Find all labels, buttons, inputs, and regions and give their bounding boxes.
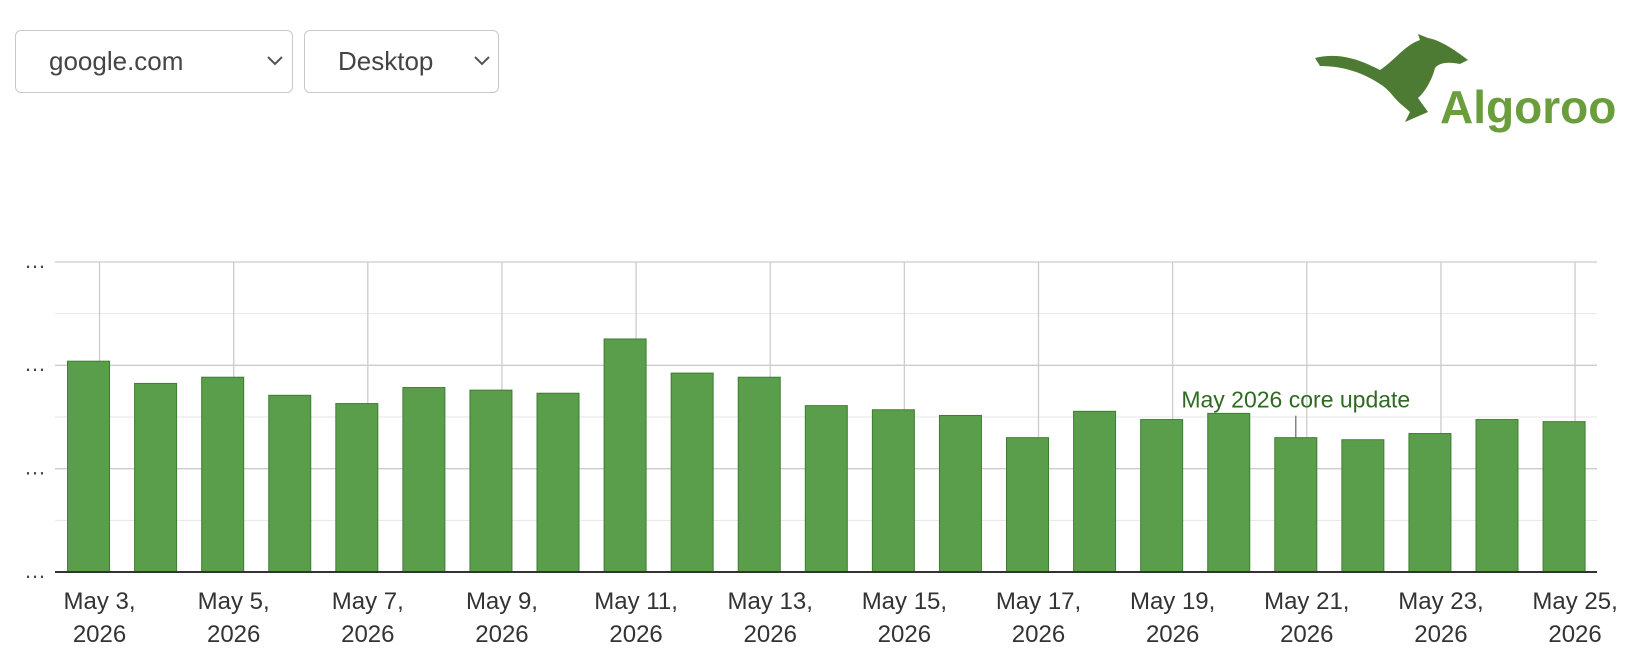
site-select-value: google.com <box>49 46 184 76</box>
x-tick-label: May 15, 2026 <box>861 588 948 648</box>
logo: Algoroo <box>1315 34 1616 133</box>
bar <box>670 372 714 573</box>
x-tick-label: May 19, 2026 <box>1129 588 1216 648</box>
x-tick-label: May 11, 2026 <box>594 588 678 648</box>
y-tick-label: … <box>24 454 46 479</box>
bar <box>402 387 446 573</box>
device-select-value: Desktop <box>338 46 434 76</box>
bar <box>1140 419 1184 573</box>
device-select[interactable]: Desktop <box>304 30 499 93</box>
x-tick-label: May 23, 2026 <box>1398 588 1484 648</box>
x-tick-label: May 9, 2026 <box>465 588 538 648</box>
bar <box>1006 437 1050 573</box>
bar <box>1408 433 1452 573</box>
bar <box>134 382 178 573</box>
bar <box>335 403 379 573</box>
bar <box>1073 410 1117 573</box>
bar <box>536 392 580 573</box>
bar <box>1341 439 1385 573</box>
bar <box>938 414 982 573</box>
bar <box>67 360 111 573</box>
bar <box>1207 412 1251 573</box>
x-tick-label: May 17, 2026 <box>995 588 1082 648</box>
logo-text: Algoroo <box>1440 81 1616 133</box>
bar <box>469 389 513 573</box>
chevron <box>474 56 490 66</box>
kangaroo-icon <box>1315 34 1468 122</box>
bar <box>603 338 647 573</box>
y-tick-label: … <box>24 351 46 376</box>
bar <box>804 405 848 573</box>
x-tick-label: May 25, 2026 <box>1532 588 1618 648</box>
bar <box>1274 437 1318 573</box>
y-tick-label: … <box>24 248 46 273</box>
x-tick-label: May 5, 2026 <box>197 588 270 648</box>
chevron <box>267 56 283 66</box>
x-tick-label: May 7, 2026 <box>331 588 404 648</box>
bar <box>268 394 312 573</box>
x-tick-label: May 3, 2026 <box>63 588 136 648</box>
y-tick-label: … <box>24 558 46 583</box>
bar <box>737 376 781 573</box>
x-tick-label: May 21, 2026 <box>1264 588 1350 648</box>
annotation-label: May 2026 core update <box>1181 387 1410 413</box>
bar <box>201 376 245 573</box>
x-tick-label: May 13, 2026 <box>727 588 813 648</box>
bar <box>1475 419 1519 573</box>
bar <box>1542 421 1586 573</box>
bar <box>871 409 915 573</box>
site-select[interactable]: google.com <box>15 30 293 93</box>
